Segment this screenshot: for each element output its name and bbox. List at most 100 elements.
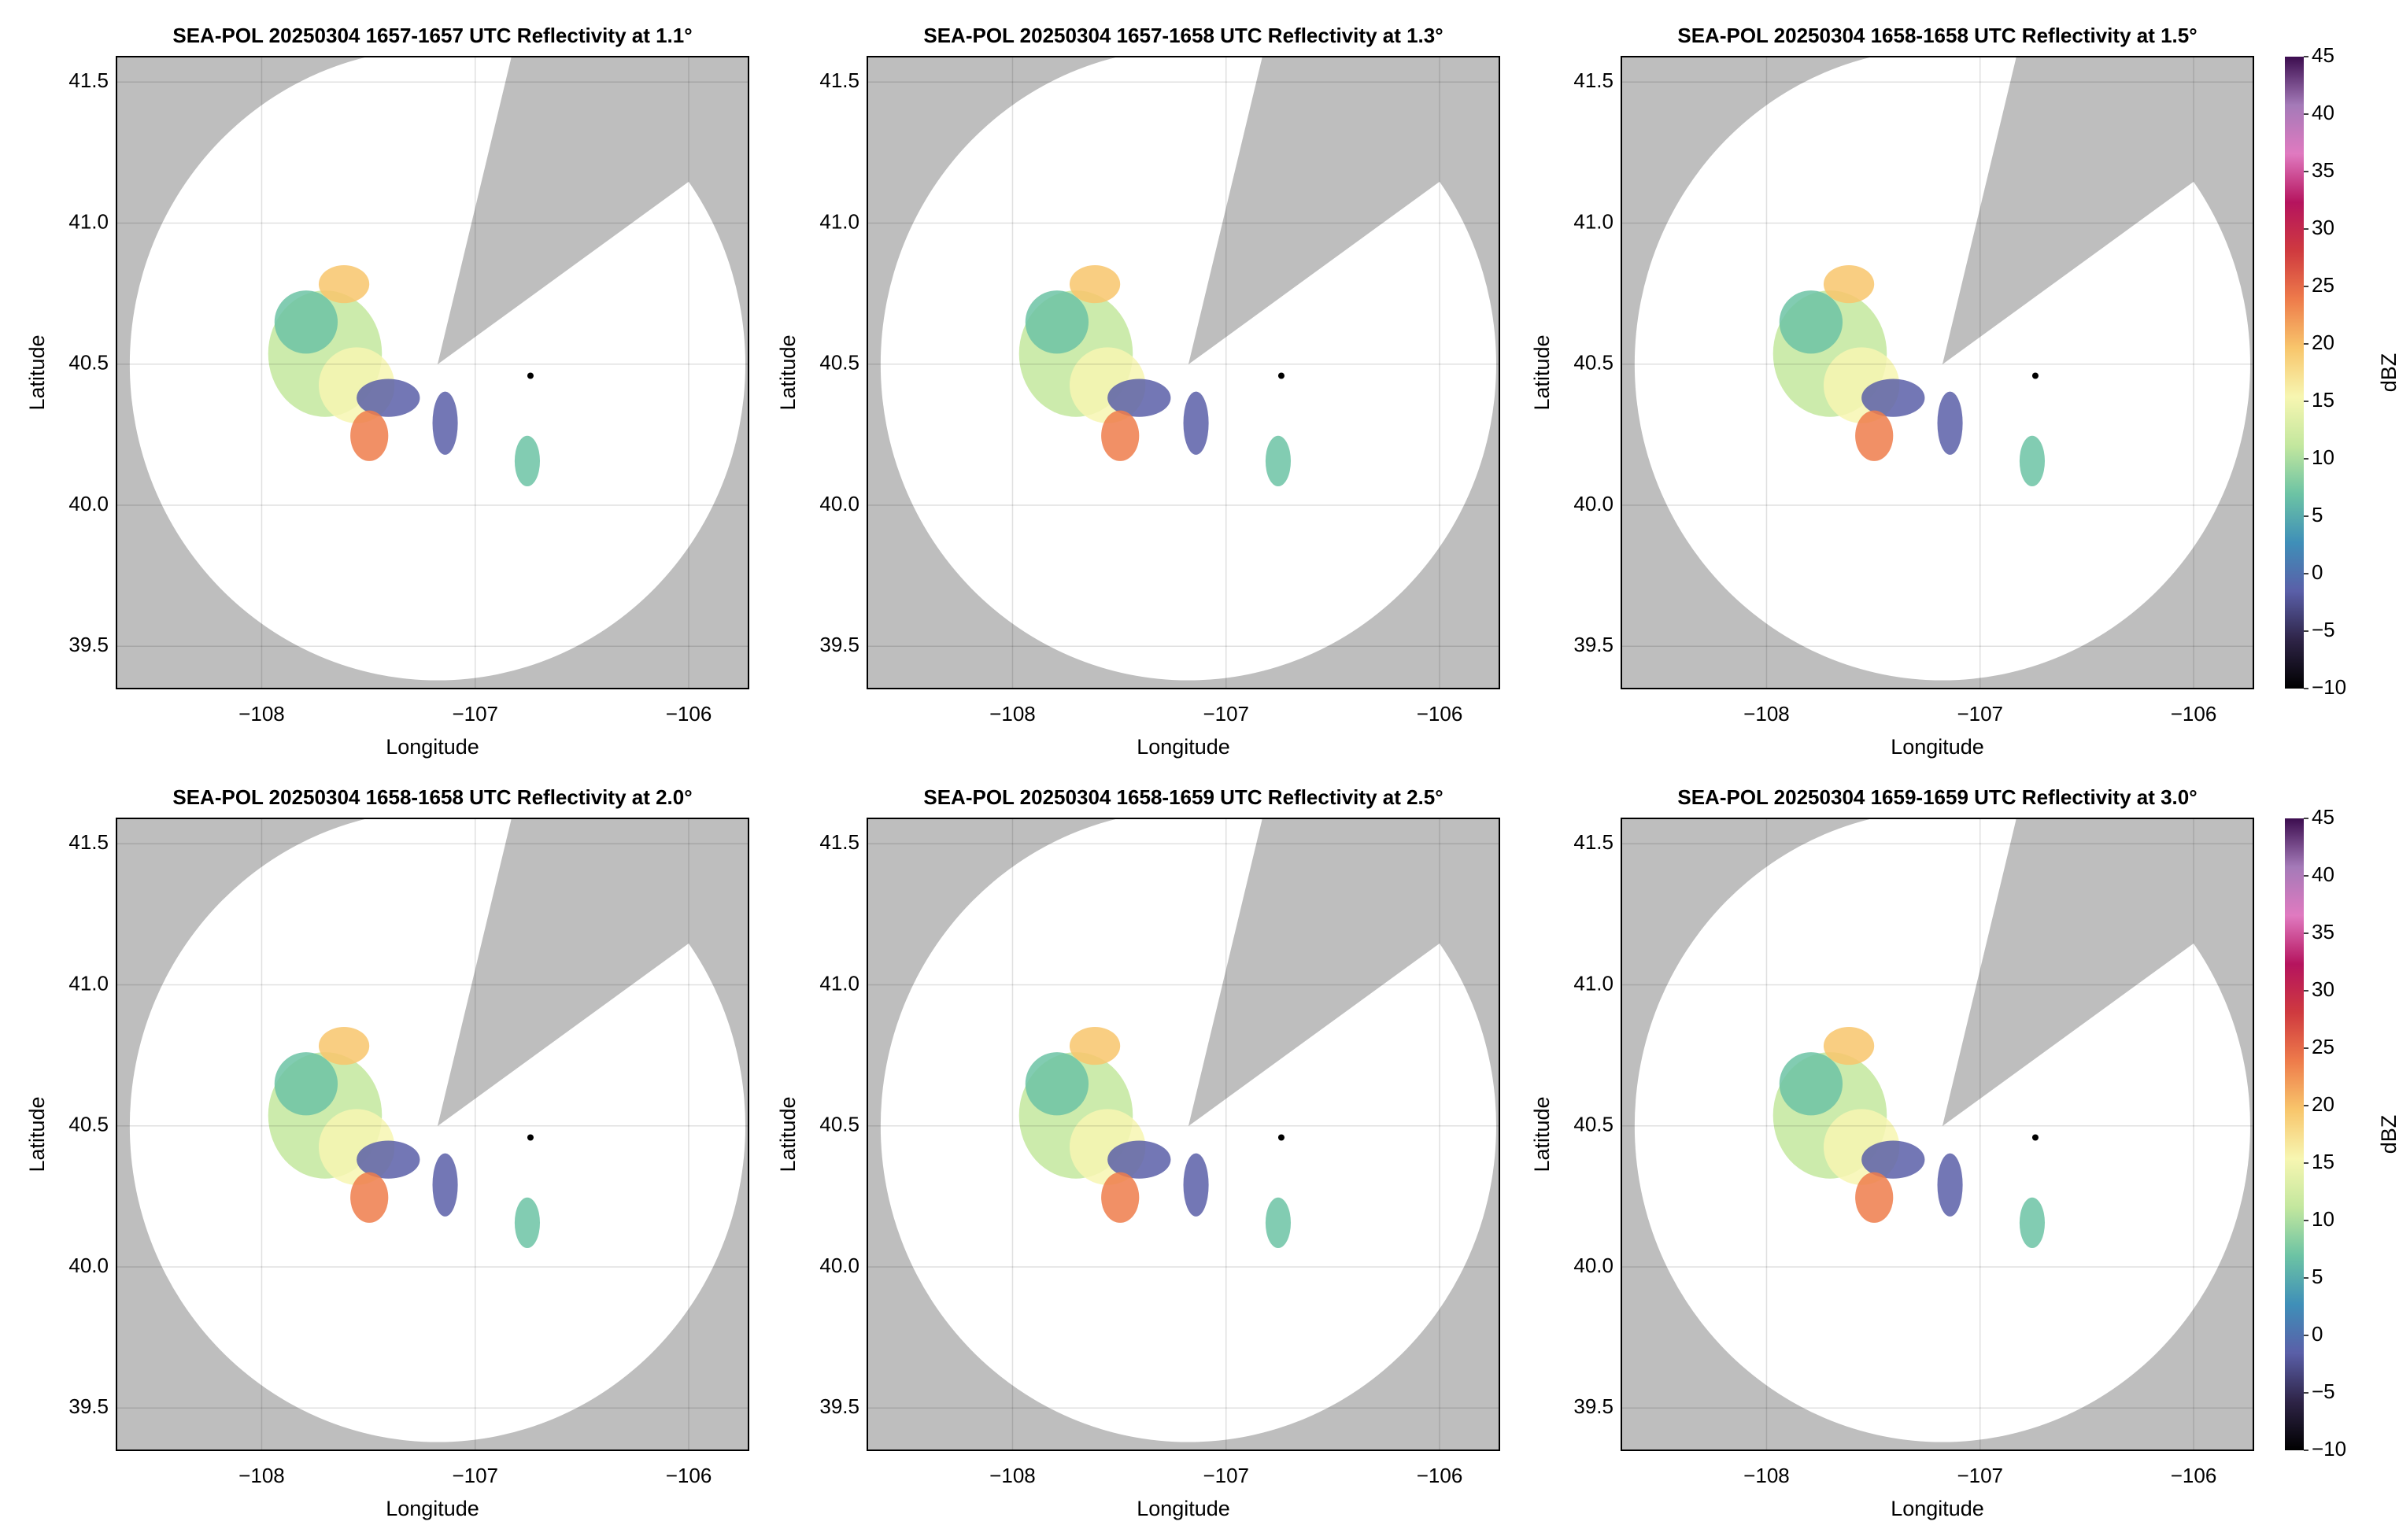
blocked-sector <box>437 57 749 365</box>
blocked-sector <box>1942 57 2253 365</box>
echo <box>1069 264 1121 304</box>
x-tick-label: −107 <box>452 1464 498 1487</box>
y-tick-label: 41.5 <box>819 830 859 854</box>
y-tick-label: 39.5 <box>68 633 109 656</box>
echo <box>1861 1140 1925 1179</box>
x-tick-label: −106 <box>2171 1464 2217 1487</box>
colorbar-tick-label: 45 <box>2312 805 2334 829</box>
echo <box>1101 1172 1140 1223</box>
blocked-sector <box>1188 57 1499 365</box>
x-tick-label: −108 <box>238 1464 285 1487</box>
plot-frame <box>1621 56 2254 689</box>
echo <box>357 379 420 417</box>
colorbar-tick-label: 10 <box>2312 445 2334 469</box>
x-tick-label: −108 <box>989 702 1036 726</box>
echo <box>1779 290 1843 354</box>
y-tick-label: 41.5 <box>819 68 859 92</box>
blocked-sector <box>1188 818 1499 1127</box>
y-tick-label: 41.5 <box>1573 830 1614 854</box>
colorbar-tick-label: 30 <box>2312 977 2334 1001</box>
echo <box>350 1172 389 1223</box>
echo <box>1937 1153 1963 1217</box>
y-tick-label: 39.5 <box>819 633 859 656</box>
x-tick-label: −106 <box>1417 1464 1463 1487</box>
colorbar-tick-label: 0 <box>2312 1322 2323 1346</box>
site-marker <box>1277 372 1285 379</box>
colorbar-tick-label: 25 <box>2312 273 2334 297</box>
y-tick-label: 41.5 <box>68 68 109 92</box>
colorbar-label: dBZ <box>2377 1115 2399 1154</box>
colorbar-tick-label: −10 <box>2312 675 2346 699</box>
echo <box>1855 1172 1894 1223</box>
plot-area <box>116 57 749 689</box>
colorbar-tick-label: 15 <box>2312 388 2334 412</box>
echo <box>2019 435 2046 487</box>
echo <box>357 1140 420 1179</box>
echo <box>1101 410 1140 461</box>
echo <box>274 290 338 354</box>
plot-frame <box>867 818 1500 1451</box>
plot-area <box>116 818 749 1450</box>
blocked-sector <box>1942 818 2253 1127</box>
y-tick-label: 40.5 <box>819 351 859 375</box>
colorbar-tick-label: 20 <box>2312 331 2334 354</box>
echo <box>514 435 541 487</box>
y-axis-label: Latitude <box>776 334 800 410</box>
x-tick-label: −106 <box>666 702 712 726</box>
echo <box>274 1052 338 1116</box>
x-axis-label: Longitude <box>1137 735 1230 759</box>
y-tick-label: 41.5 <box>68 830 109 854</box>
echo <box>1779 1052 1843 1116</box>
y-tick-label: 41.0 <box>819 971 859 995</box>
colorbar-tick-label: 10 <box>2312 1207 2334 1231</box>
plot-frame <box>1621 818 2254 1451</box>
echo <box>318 264 370 304</box>
colorbar-tick-label: 0 <box>2312 560 2323 584</box>
colorbar <box>2285 818 2304 1450</box>
colorbar-tick-label: −5 <box>2312 1379 2335 1403</box>
x-tick-label: −108 <box>989 1464 1036 1487</box>
x-axis-label: Longitude <box>1891 735 1984 759</box>
y-axis-label: Latitude <box>1530 334 1554 410</box>
y-tick-label: 39.5 <box>1573 633 1614 656</box>
plot-frame <box>116 56 749 689</box>
y-tick-label: 40.0 <box>68 1254 109 1277</box>
echo <box>350 410 389 461</box>
y-tick-label: 41.0 <box>1573 209 1614 233</box>
echo <box>1069 1026 1121 1065</box>
echo <box>1025 290 1089 354</box>
x-tick-label: −108 <box>1743 702 1790 726</box>
colorbar-tick-label: 40 <box>2312 862 2334 886</box>
site-marker <box>527 1134 534 1141</box>
y-tick-label: 40.5 <box>68 351 109 375</box>
chart-title: SEA-POL 20250304 1659-1659 UTC Reflectiv… <box>1677 785 2197 809</box>
y-tick-label: 39.5 <box>819 1394 859 1418</box>
colorbar <box>2285 57 2304 689</box>
y-axis-label: Latitude <box>1530 1096 1554 1172</box>
echo <box>1025 1052 1089 1116</box>
x-tick-label: −107 <box>1957 1464 2003 1487</box>
y-tick-label: 40.0 <box>1573 492 1614 515</box>
colorbar-label: dBZ <box>2377 353 2399 393</box>
y-tick-label: 41.5 <box>1573 68 1614 92</box>
colorbar-tick-label: 5 <box>2312 1265 2323 1288</box>
colorbar-tick-label: −5 <box>2312 618 2335 641</box>
x-tick-label: −107 <box>1957 702 2003 726</box>
colorbar-tick-label: 20 <box>2312 1092 2334 1116</box>
y-tick-label: 39.5 <box>1573 1394 1614 1418</box>
x-tick-label: −106 <box>666 1464 712 1487</box>
echo <box>318 1026 370 1065</box>
echo <box>1107 379 1171 417</box>
echo <box>2019 1197 2046 1249</box>
y-axis-label: Latitude <box>25 334 49 410</box>
echo <box>1265 435 1292 487</box>
chart-title: SEA-POL 20250304 1658-1658 UTC Reflectiv… <box>172 785 692 809</box>
colorbar-tick-label: −10 <box>2312 1437 2346 1461</box>
chart-title: SEA-POL 20250304 1657-1658 UTC Reflectiv… <box>923 24 1443 47</box>
plot-area <box>867 818 1499 1450</box>
y-tick-label: 41.0 <box>1573 971 1614 995</box>
y-tick-label: 41.0 <box>819 209 859 233</box>
echo <box>1107 1140 1171 1179</box>
x-tick-label: −108 <box>1743 1464 1790 1487</box>
